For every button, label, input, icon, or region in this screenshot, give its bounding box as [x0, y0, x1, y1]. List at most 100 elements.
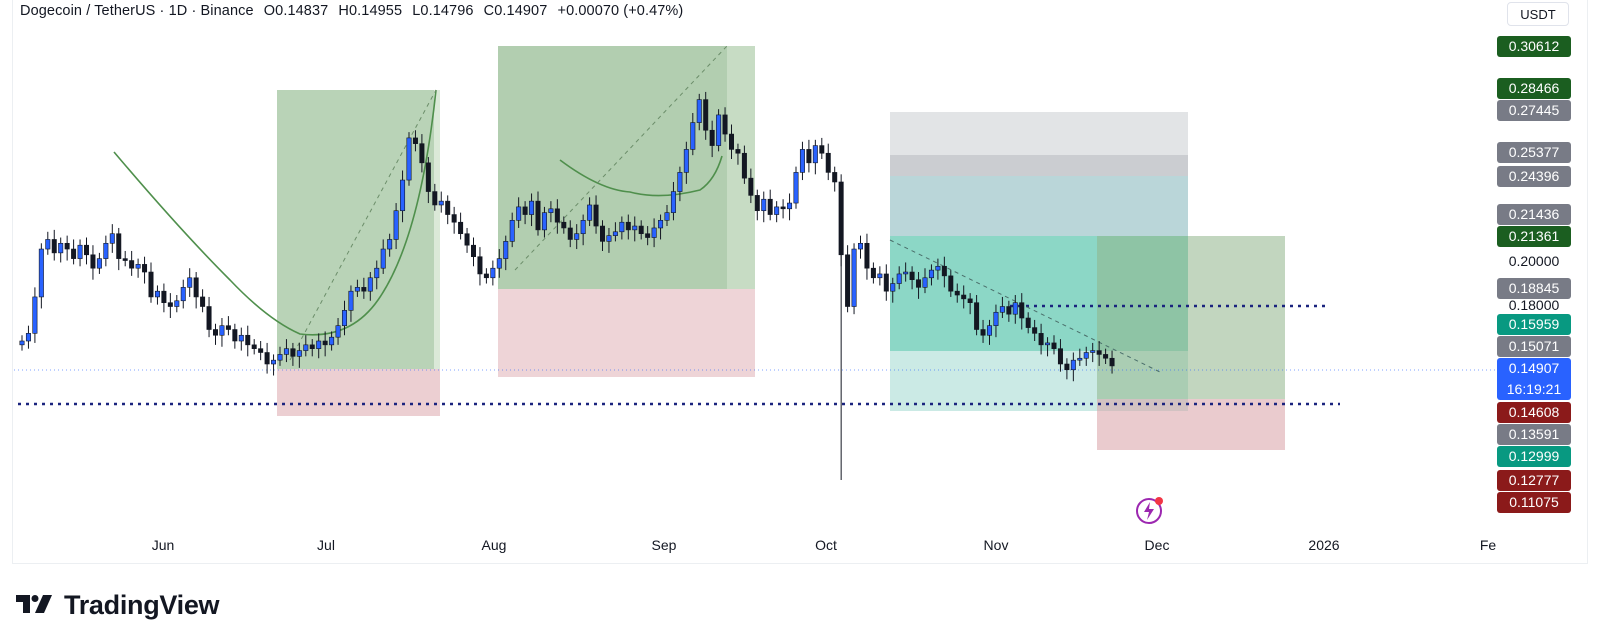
candle-body[interactable]	[612, 231, 618, 236]
candle-body[interactable]	[1070, 359, 1076, 371]
long-position-zone-3[interactable]	[1097, 236, 1285, 399]
candle-body[interactable]	[322, 340, 328, 346]
candle-body[interactable]	[986, 325, 992, 336]
long-position-zone-2[interactable]	[498, 46, 755, 289]
candle-body[interactable]	[941, 265, 947, 277]
candle-body[interactable]	[45, 239, 51, 250]
candle-body[interactable]	[587, 204, 593, 221]
candle-body[interactable]	[238, 334, 244, 342]
candle-body[interactable]	[741, 152, 747, 179]
currency-selector[interactable]: USDT	[1507, 2, 1569, 26]
candle-body[interactable]	[806, 149, 812, 164]
candle-body[interactable]	[606, 235, 612, 242]
candle-body[interactable]	[38, 248, 44, 298]
candle-body[interactable]	[496, 258, 502, 269]
candle-body[interactable]	[193, 277, 199, 298]
candle-body[interactable]	[1045, 342, 1051, 346]
candle-body[interactable]	[271, 359, 277, 365]
candle-body[interactable]	[1012, 302, 1018, 315]
candle-body[interactable]	[793, 172, 799, 204]
candle-body[interactable]	[71, 248, 77, 259]
candle-body[interactable]	[948, 275, 954, 292]
candle-body[interactable]	[1032, 327, 1038, 334]
candle-body[interactable]	[728, 133, 734, 150]
candle-body[interactable]	[187, 277, 193, 288]
candle-body[interactable]	[561, 221, 567, 229]
candle-body[interactable]	[845, 254, 851, 307]
candle-body[interactable]	[470, 244, 476, 258]
candle-body[interactable]	[625, 221, 631, 231]
candle-body[interactable]	[716, 114, 722, 146]
candle-body[interactable]	[683, 149, 689, 173]
projection-zone-grey-top[interactable]	[890, 112, 1188, 155]
candle-body[interactable]	[1090, 350, 1096, 353]
candle-body[interactable]	[445, 200, 451, 215]
candle-body[interactable]	[690, 122, 696, 150]
candle-body[interactable]	[438, 200, 444, 206]
candle-body[interactable]	[154, 290, 160, 298]
candle-body[interactable]	[109, 233, 115, 244]
candle-body[interactable]	[780, 206, 786, 210]
candle-body[interactable]	[838, 181, 844, 256]
candle-body[interactable]	[522, 206, 528, 215]
candle-body[interactable]	[503, 241, 509, 259]
candle-body[interactable]	[916, 279, 922, 288]
candle-body[interactable]	[619, 221, 625, 233]
candle-body[interactable]	[812, 145, 818, 164]
candle-body[interactable]	[896, 273, 902, 284]
candle-body[interactable]	[84, 244, 90, 256]
stop-zone-3[interactable]	[1097, 399, 1285, 450]
candle-body[interactable]	[967, 298, 973, 303]
candle-body[interactable]	[754, 195, 760, 212]
candle-body[interactable]	[464, 233, 470, 246]
candle-body[interactable]	[599, 225, 605, 242]
candle-body[interactable]	[200, 296, 206, 307]
candle-body[interactable]	[483, 273, 489, 279]
candle-body[interactable]	[277, 354, 283, 361]
candle-body[interactable]	[999, 306, 1005, 313]
candle-body[interactable]	[554, 208, 560, 223]
candle-body[interactable]	[135, 264, 141, 269]
candle-body[interactable]	[903, 271, 909, 275]
candle-body[interactable]	[258, 348, 264, 353]
candle-body[interactable]	[1006, 306, 1012, 315]
candle-body[interactable]	[857, 242, 863, 250]
candle-body[interactable]	[670, 191, 676, 213]
candle-body[interactable]	[645, 233, 651, 238]
candle-body[interactable]	[767, 198, 773, 215]
candle-body[interactable]	[703, 99, 709, 131]
candle-body[interactable]	[309, 344, 315, 349]
candle-body[interactable]	[148, 271, 154, 298]
symbol-pair[interactable]: Dogecoin / TetherUS · 1D · Binance	[20, 3, 254, 19]
candle-body[interactable]	[832, 172, 838, 183]
candle-body[interactable]	[529, 200, 535, 215]
candle-body[interactable]	[367, 277, 373, 292]
candle-body[interactable]	[1057, 348, 1063, 365]
candle-body[interactable]	[954, 290, 960, 296]
candle-body[interactable]	[329, 336, 335, 346]
candle-body[interactable]	[870, 267, 876, 279]
candle-body[interactable]	[374, 267, 380, 279]
candle-body[interactable]	[58, 242, 64, 254]
candle-body[interactable]	[1077, 357, 1083, 361]
candle-body[interactable]	[709, 129, 715, 146]
candle-body[interactable]	[722, 114, 728, 135]
candle-body[interactable]	[77, 244, 83, 259]
candle-body[interactable]	[574, 233, 580, 240]
candle-body[interactable]	[296, 350, 302, 357]
candle-body[interactable]	[264, 352, 270, 365]
lightning-icon[interactable]	[1135, 495, 1165, 530]
candle-body[interactable]	[677, 172, 683, 192]
candle-body[interactable]	[1051, 342, 1057, 349]
candle-body[interactable]	[1019, 302, 1025, 319]
tradingview-logo[interactable]: TradingView	[16, 590, 220, 621]
candle-body[interactable]	[122, 258, 128, 261]
candle-body[interactable]	[206, 306, 212, 330]
candle-body[interactable]	[225, 325, 231, 330]
candle-body[interactable]	[129, 260, 135, 269]
candle-body[interactable]	[787, 202, 793, 210]
candle-body[interactable]	[283, 348, 289, 355]
candle-body[interactable]	[96, 258, 102, 269]
candle-body[interactable]	[922, 277, 928, 288]
candle-body[interactable]	[354, 287, 360, 292]
